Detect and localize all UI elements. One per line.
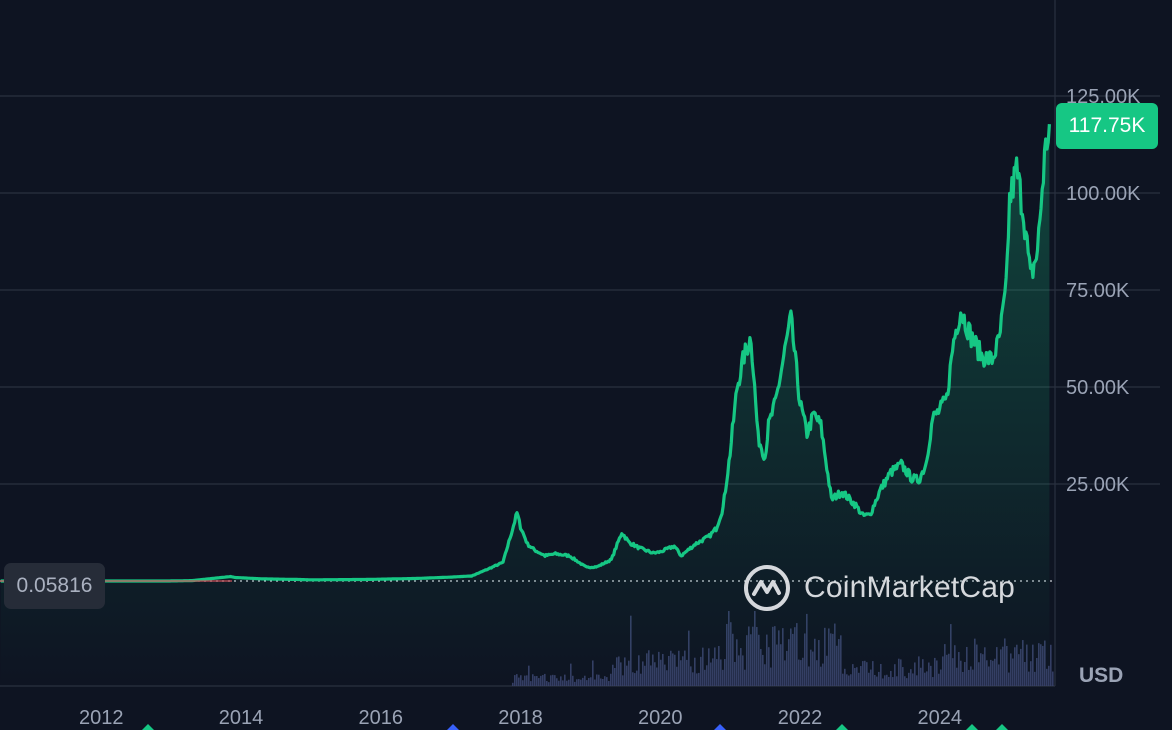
currency-label[interactable]: USD: [1079, 664, 1124, 687]
event-marker[interactable]: [966, 724, 978, 730]
event-marker[interactable]: [996, 724, 1008, 730]
base-price-badge: 0.05816: [4, 563, 105, 609]
event-marker[interactable]: [447, 724, 459, 730]
y-tick-label: 125.00K: [1066, 86, 1141, 108]
last-price-badge: 117.75K: [1056, 103, 1158, 149]
x-axis-ticks: 2012 2014 2016 2018 2020 2022 2024: [79, 707, 962, 729]
x-tick-label: 2020: [638, 707, 683, 729]
volume-bar: [1052, 671, 1054, 686]
event-marker[interactable]: [714, 724, 726, 730]
x-tick-label: 2022: [778, 707, 823, 729]
event-marker[interactable]: [836, 724, 848, 730]
coinmarketcap-watermark: CoinMarketCap: [742, 563, 1015, 613]
y-axis-ticks: 25.00K 50.00K 75.00K 100.00K 125.00K: [1066, 86, 1141, 496]
y-tick-label: 100.00K: [1066, 183, 1141, 205]
event-markers: [142, 724, 1008, 730]
x-tick-label: 2024: [917, 707, 962, 729]
watermark-text: CoinMarketCap: [804, 571, 1016, 604]
event-marker[interactable]: [142, 724, 154, 730]
y-tick-label: 50.00K: [1066, 377, 1130, 399]
y-tick-label: 75.00K: [1066, 280, 1130, 302]
price-area-fill: [0, 124, 1050, 687]
x-tick-label: 2014: [219, 707, 264, 729]
x-tick-label: 2012: [79, 707, 124, 729]
x-tick-label: 2016: [359, 707, 404, 729]
y-tick-label: 25.00K: [1066, 474, 1130, 496]
coinmarketcap-logo-icon: [744, 565, 790, 611]
volume-bar: [1050, 644, 1052, 686]
x-tick-label: 2018: [498, 707, 543, 729]
